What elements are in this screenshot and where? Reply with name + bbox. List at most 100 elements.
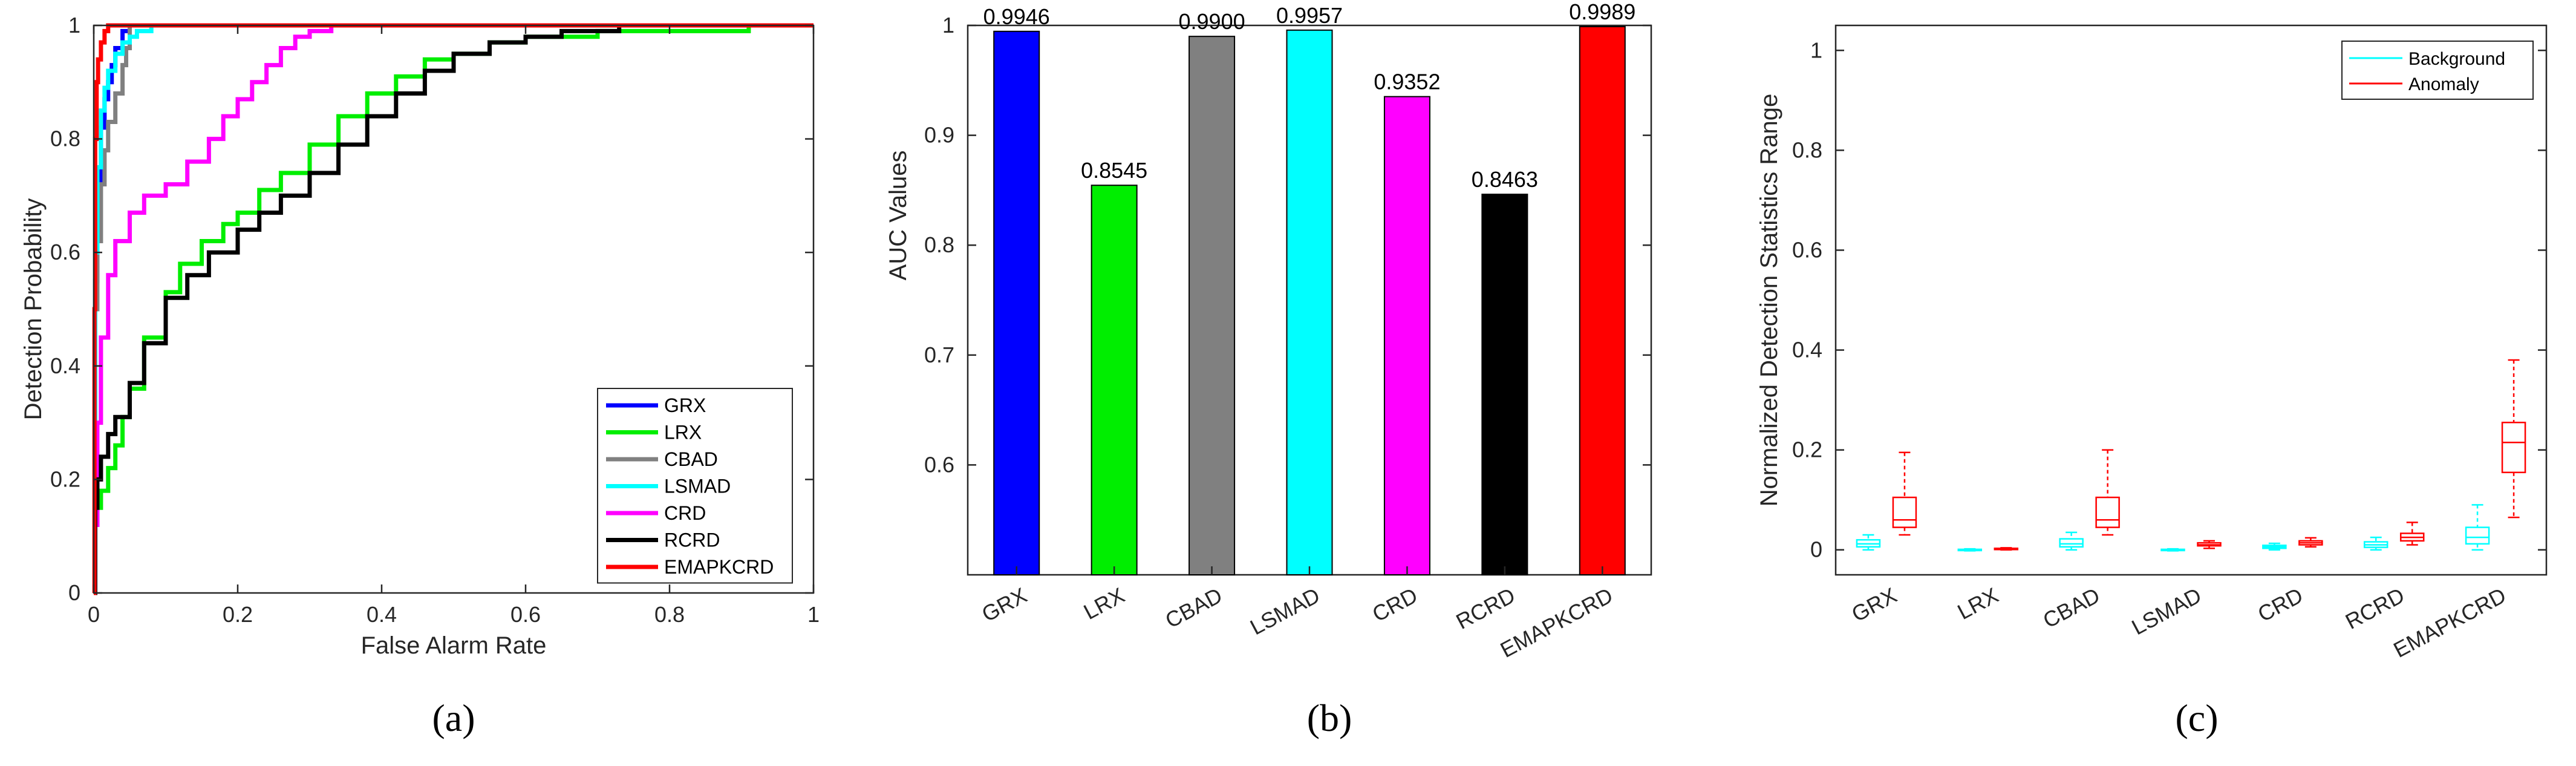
roc-curve-rcrd	[93, 23, 814, 595]
y-tick-label: 0.6	[1792, 237, 1822, 262]
x-tick-label: 0.4	[367, 602, 397, 627]
bar-value-label-cbad: 0.9900	[1179, 9, 1245, 34]
y-tick-label: 0	[1810, 537, 1822, 562]
plot-frame	[93, 24, 815, 594]
x-tick-label: LRX	[1080, 583, 1129, 624]
x-tick-label: CRD	[2254, 583, 2307, 627]
bar-lrx	[1091, 185, 1138, 575]
x-tick-label: 0.8	[654, 602, 685, 627]
box-background-lrx	[1957, 548, 1983, 552]
legend-label-background: Background	[2408, 49, 2505, 69]
y-tick-label: 0.6	[50, 240, 80, 264]
panel-label-b: (b)	[1307, 696, 1352, 739]
y-tick-label: 0.7	[924, 342, 954, 367]
x-tick-label: EMAPKCRD	[2389, 583, 2509, 663]
box-anomaly-grx	[1892, 451, 1917, 536]
x-tick-label: LSMAD	[1246, 583, 1324, 640]
x-tick-label: CRD	[1368, 583, 1421, 627]
legend-label-anomaly: Anomaly	[2408, 74, 2479, 94]
y-tick-label: 0.9	[924, 123, 954, 148]
box-anomaly-cbad	[2095, 449, 2120, 536]
y-tick-label: 0	[68, 580, 80, 605]
box-background-grx	[1856, 534, 1881, 551]
bar-value-label-lsmad: 0.9957	[1276, 3, 1343, 28]
x-tick-label: EMAPKCRD	[1496, 583, 1617, 663]
y-tick-label: 0.8	[50, 126, 80, 151]
y-tick-label: 1	[1810, 38, 1822, 62]
x-tick-label: LRX	[1953, 583, 2002, 624]
box-iqr	[2501, 421, 2526, 474]
box-anomaly-crd	[2298, 537, 2323, 548]
bar-value-label-rcrd: 0.8463	[1472, 167, 1538, 192]
box-anomaly-lsmad	[2197, 540, 2222, 549]
y-tick-label: 0.2	[50, 466, 80, 491]
bar-rcrd	[1481, 194, 1528, 575]
y-tick-label: 0.2	[1792, 437, 1822, 462]
legend-label-rcrd: RCRD	[664, 529, 720, 551]
y-tick-label: 0.6	[924, 452, 954, 477]
y-axis-label: Detection Probability	[20, 198, 47, 421]
box-background-lsmad	[2160, 548, 2185, 552]
bar-value-label-crd: 0.9352	[1374, 70, 1440, 94]
legend-label-crd: CRD	[664, 502, 706, 524]
box-iqr	[2095, 496, 2120, 528]
x-tick-label: 0.2	[223, 602, 253, 627]
panel-c-box-plot: 0 0.2 0.4 0.6 0.8 1 Normalized Detection Stati…	[1756, 24, 2548, 663]
panel-b-auc-bar-chart: 0.6 0.7 0.8 0.9 1 AUC Values 0.9946 GRX 0.8545 LR…	[885, 0, 1652, 663]
legend-box	[2341, 41, 2534, 100]
y-axis-label: Normalized Detection Statistics Range	[1756, 94, 1782, 507]
box-iqr	[2465, 526, 2490, 545]
y-tick-label: 0.8	[1792, 137, 1822, 162]
bar-value-label-grx: 0.9946	[983, 4, 1050, 29]
legend-label-lrx: LRX	[664, 422, 702, 444]
box-background-emapkcrd	[2465, 504, 2490, 551]
x-tick-label: GRX	[977, 583, 1031, 627]
y-tick-label: 0.4	[50, 353, 80, 378]
bar-cbad	[1189, 36, 1236, 576]
x-tick-label: RCRD	[1452, 583, 1519, 634]
y-tick-label: 1	[942, 13, 954, 38]
box-background-rcrd	[2363, 536, 2389, 551]
x-tick-label: LSMAD	[2127, 583, 2205, 640]
x-tick-label: GRX	[1848, 583, 1901, 627]
box-background-cbad	[2059, 531, 2084, 551]
bar-crd	[1383, 96, 1430, 575]
x-tick-label: CBAD	[1161, 583, 1227, 633]
bar-value-label-lrx: 0.8545	[1081, 158, 1147, 183]
box-anomaly-lrx	[1994, 547, 2019, 551]
bar-grx	[993, 30, 1040, 576]
x-tick-label: 0.6	[510, 602, 541, 627]
box-iqr	[2059, 538, 2084, 548]
box-anomaly-rcrd	[2399, 522, 2425, 546]
y-tick-label: 1	[68, 13, 80, 38]
y-axis-label: AUC Values	[885, 151, 911, 281]
legend: GRX LRX CBAD LSMAD CRD RCRD EMAPKCRD	[597, 388, 793, 584]
bar-value-label-emapkcrd: 0.9989	[1569, 0, 1635, 24]
roc-curve-cbad	[93, 23, 814, 595]
x-tick-label: 1	[807, 602, 820, 627]
x-tick-label: RCRD	[2341, 583, 2408, 634]
legend-label-lsmad: LSMAD	[664, 476, 731, 497]
legend-label-emapkcrd: EMAPKCRD	[664, 556, 774, 578]
box-iqr	[1892, 496, 1917, 528]
y-tick-label: 0.8	[924, 232, 954, 257]
box-background-crd	[2262, 542, 2287, 551]
roc-curve-lsmad	[93, 23, 814, 595]
panel-label-a: (a)	[432, 696, 475, 739]
x-tick-label: CBAD	[2039, 583, 2104, 633]
box-anomaly-emapkcrd	[2501, 359, 2526, 519]
plot-frame	[1834, 24, 2548, 576]
panel-label-c: (c)	[2175, 696, 2218, 739]
roc-curve-emapkcrd	[92, 23, 814, 595]
legend-label-grx: GRX	[664, 394, 706, 416]
roc-curve-crd	[93, 23, 814, 595]
y-tick-label: 0.4	[1792, 338, 1822, 362]
bar-emapkcrd	[1579, 25, 1626, 575]
x-tick-label: 0	[88, 602, 100, 627]
legend-label-cbad: CBAD	[664, 448, 718, 470]
bar-lsmad	[1286, 29, 1333, 576]
panel-a-roc-curves: 0 0.2 0.4 0.6 0.8 1 0 0.2 0.4 0.6 0.8 1 False Alarm …	[20, 13, 820, 659]
legend: Background Anomaly	[2341, 41, 2534, 100]
x-axis-label: False Alarm Rate	[361, 632, 547, 659]
